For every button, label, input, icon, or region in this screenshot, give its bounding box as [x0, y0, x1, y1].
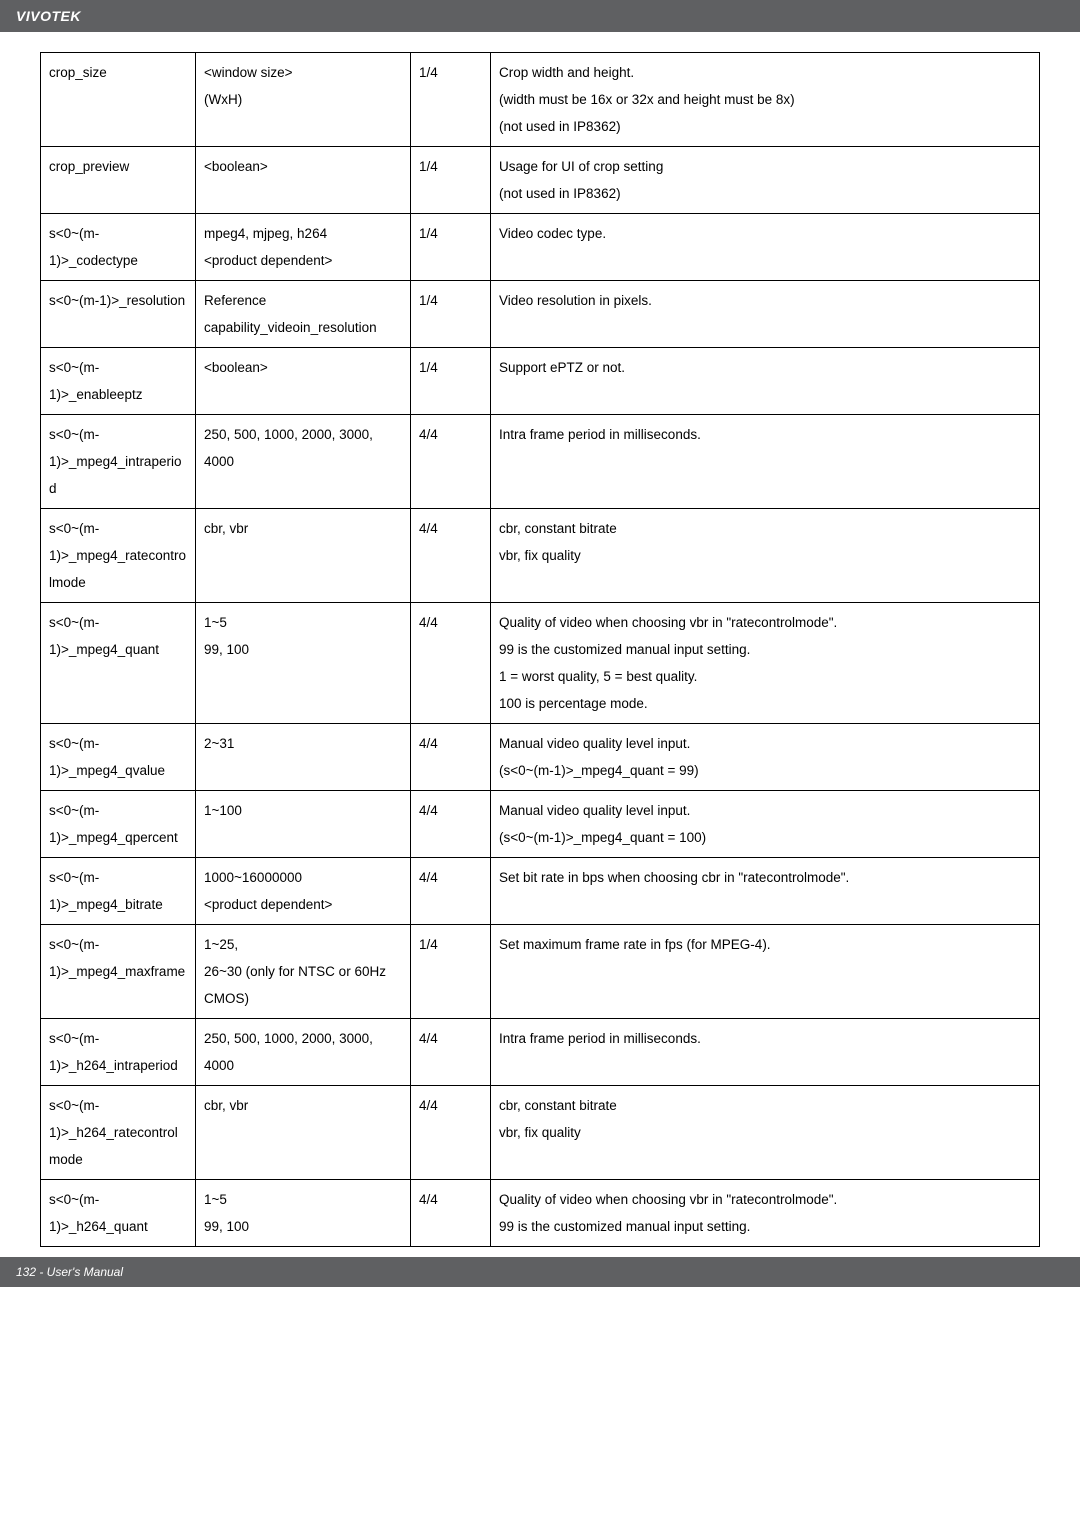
param-value-cell: mpeg4, mjpeg, h264<product dependent> — [196, 214, 411, 281]
table-row: s<0~(m-1)>_mpeg4_quant1~599, 1004/4Quali… — [41, 603, 1040, 724]
param-value-cell: 250, 500, 1000, 2000, 3000, 4000 — [196, 415, 411, 509]
table-row: s<0~(m-1)>_resolutionReferencecapability… — [41, 281, 1040, 348]
param-name-cell: crop_size — [41, 53, 196, 147]
param-sec-cell: 1/4 — [411, 281, 491, 348]
param-value-cell: 250, 500, 1000, 2000, 3000, 4000 — [196, 1019, 411, 1086]
table-row: s<0~(m-1)>_mpeg4_bitrate1000~16000000<pr… — [41, 858, 1040, 925]
param-sec-cell: 4/4 — [411, 858, 491, 925]
param-name-cell: s<0~(m-1)>_mpeg4_qpercent — [41, 791, 196, 858]
param-name-cell: crop_preview — [41, 147, 196, 214]
param-value-cell: 1000~16000000<product dependent> — [196, 858, 411, 925]
param-sec-cell: 4/4 — [411, 415, 491, 509]
brand-text: VIVOTEK — [16, 8, 81, 24]
param-sec-cell: 1/4 — [411, 147, 491, 214]
param-sec-cell: 4/4 — [411, 1086, 491, 1180]
param-name-cell: s<0~(m-1)>_mpeg4_qvalue — [41, 724, 196, 791]
param-sec-cell: 1/4 — [411, 53, 491, 147]
param-value-cell: 2~31 — [196, 724, 411, 791]
param-value-cell: 1~599, 100 — [196, 603, 411, 724]
param-desc-cell: Intra frame period in milliseconds. — [491, 1019, 1040, 1086]
param-value-cell: <boolean> — [196, 348, 411, 415]
param-sec-cell: 4/4 — [411, 724, 491, 791]
param-desc-cell: Set bit rate in bps when choosing cbr in… — [491, 858, 1040, 925]
param-sec-cell: 1/4 — [411, 348, 491, 415]
table-row: s<0~(m-1)>_mpeg4_qpercent1~1004/4Manual … — [41, 791, 1040, 858]
param-desc-cell: Set maximum frame rate in fps (for MPEG-… — [491, 925, 1040, 1019]
param-name-cell: s<0~(m-1)>_mpeg4_intraperiod — [41, 415, 196, 509]
param-sec-cell: 4/4 — [411, 1180, 491, 1247]
param-desc-cell: Crop width and height.(width must be 16x… — [491, 53, 1040, 147]
table-row: s<0~(m-1)>_h264_quant1~599, 1004/4Qualit… — [41, 1180, 1040, 1247]
footer-text: 132 - User's Manual — [16, 1265, 123, 1279]
param-name-cell: s<0~(m-1)>_mpeg4_ratecontrolmode — [41, 509, 196, 603]
table-row: s<0~(m-1)>_mpeg4_intraperiod250, 500, 10… — [41, 415, 1040, 509]
param-value-cell: cbr, vbr — [196, 1086, 411, 1180]
param-desc-cell: Quality of video when choosing vbr in "r… — [491, 1180, 1040, 1247]
param-name-cell: s<0~(m-1)>_resolution — [41, 281, 196, 348]
table-row: s<0~(m-1)>_h264_intraperiod250, 500, 100… — [41, 1019, 1040, 1086]
page-footer: 132 - User's Manual — [0, 1257, 1080, 1287]
param-desc-cell: Support ePTZ or not. — [491, 348, 1040, 415]
param-value-cell: Referencecapability_videoin_resolution — [196, 281, 411, 348]
param-name-cell: s<0~(m-1)>_mpeg4_maxframe — [41, 925, 196, 1019]
param-desc-cell: Video codec type. — [491, 214, 1040, 281]
page-header: VIVOTEK — [0, 0, 1080, 32]
param-sec-cell: 1/4 — [411, 214, 491, 281]
param-name-cell: s<0~(m-1)>_mpeg4_bitrate — [41, 858, 196, 925]
param-value-cell: <boolean> — [196, 147, 411, 214]
table-row: s<0~(m-1)>_mpeg4_maxframe1~25,26~30 (onl… — [41, 925, 1040, 1019]
param-sec-cell: 4/4 — [411, 509, 491, 603]
param-desc-cell: Video resolution in pixels. — [491, 281, 1040, 348]
param-value-cell: <window size>(WxH) — [196, 53, 411, 147]
param-name-cell: s<0~(m-1)>_codectype — [41, 214, 196, 281]
param-sec-cell: 4/4 — [411, 603, 491, 724]
param-name-cell: s<0~(m-1)>_h264_intraperiod — [41, 1019, 196, 1086]
table-row: crop_preview<boolean>1/4Usage for UI of … — [41, 147, 1040, 214]
page-content: crop_size<window size>(WxH)1/4Crop width… — [0, 32, 1080, 1257]
param-name-cell: s<0~(m-1)>_h264_ratecontrolmode — [41, 1086, 196, 1180]
param-name-cell: s<0~(m-1)>_enableeptz — [41, 348, 196, 415]
param-value-cell: 1~25,26~30 (only for NTSC or 60Hz CMOS) — [196, 925, 411, 1019]
param-value-cell: 1~599, 100 — [196, 1180, 411, 1247]
parameter-table: crop_size<window size>(WxH)1/4Crop width… — [40, 52, 1040, 1247]
table-row: s<0~(m-1)>_codectypempeg4, mjpeg, h264<p… — [41, 214, 1040, 281]
param-desc-cell: Usage for UI of crop setting(not used in… — [491, 147, 1040, 214]
table-row: s<0~(m-1)>_h264_ratecontrolmodecbr, vbr4… — [41, 1086, 1040, 1180]
param-name-cell: s<0~(m-1)>_h264_quant — [41, 1180, 196, 1247]
table-row: s<0~(m-1)>_mpeg4_ratecontrolmodecbr, vbr… — [41, 509, 1040, 603]
param-sec-cell: 1/4 — [411, 925, 491, 1019]
param-desc-cell: Manual video quality level input.(s<0~(m… — [491, 724, 1040, 791]
param-name-cell: s<0~(m-1)>_mpeg4_quant — [41, 603, 196, 724]
table-row: s<0~(m-1)>_mpeg4_qvalue2~314/4Manual vid… — [41, 724, 1040, 791]
param-desc-cell: Quality of video when choosing vbr in "r… — [491, 603, 1040, 724]
table-row: crop_size<window size>(WxH)1/4Crop width… — [41, 53, 1040, 147]
param-desc-cell: Manual video quality level input.(s<0~(m… — [491, 791, 1040, 858]
param-value-cell: cbr, vbr — [196, 509, 411, 603]
param-desc-cell: Intra frame period in milliseconds. — [491, 415, 1040, 509]
param-sec-cell: 4/4 — [411, 1019, 491, 1086]
param-desc-cell: cbr, constant bitratevbr, fix quality — [491, 509, 1040, 603]
param-desc-cell: cbr, constant bitratevbr, fix quality — [491, 1086, 1040, 1180]
param-sec-cell: 4/4 — [411, 791, 491, 858]
param-value-cell: 1~100 — [196, 791, 411, 858]
table-row: s<0~(m-1)>_enableeptz<boolean>1/4Support… — [41, 348, 1040, 415]
